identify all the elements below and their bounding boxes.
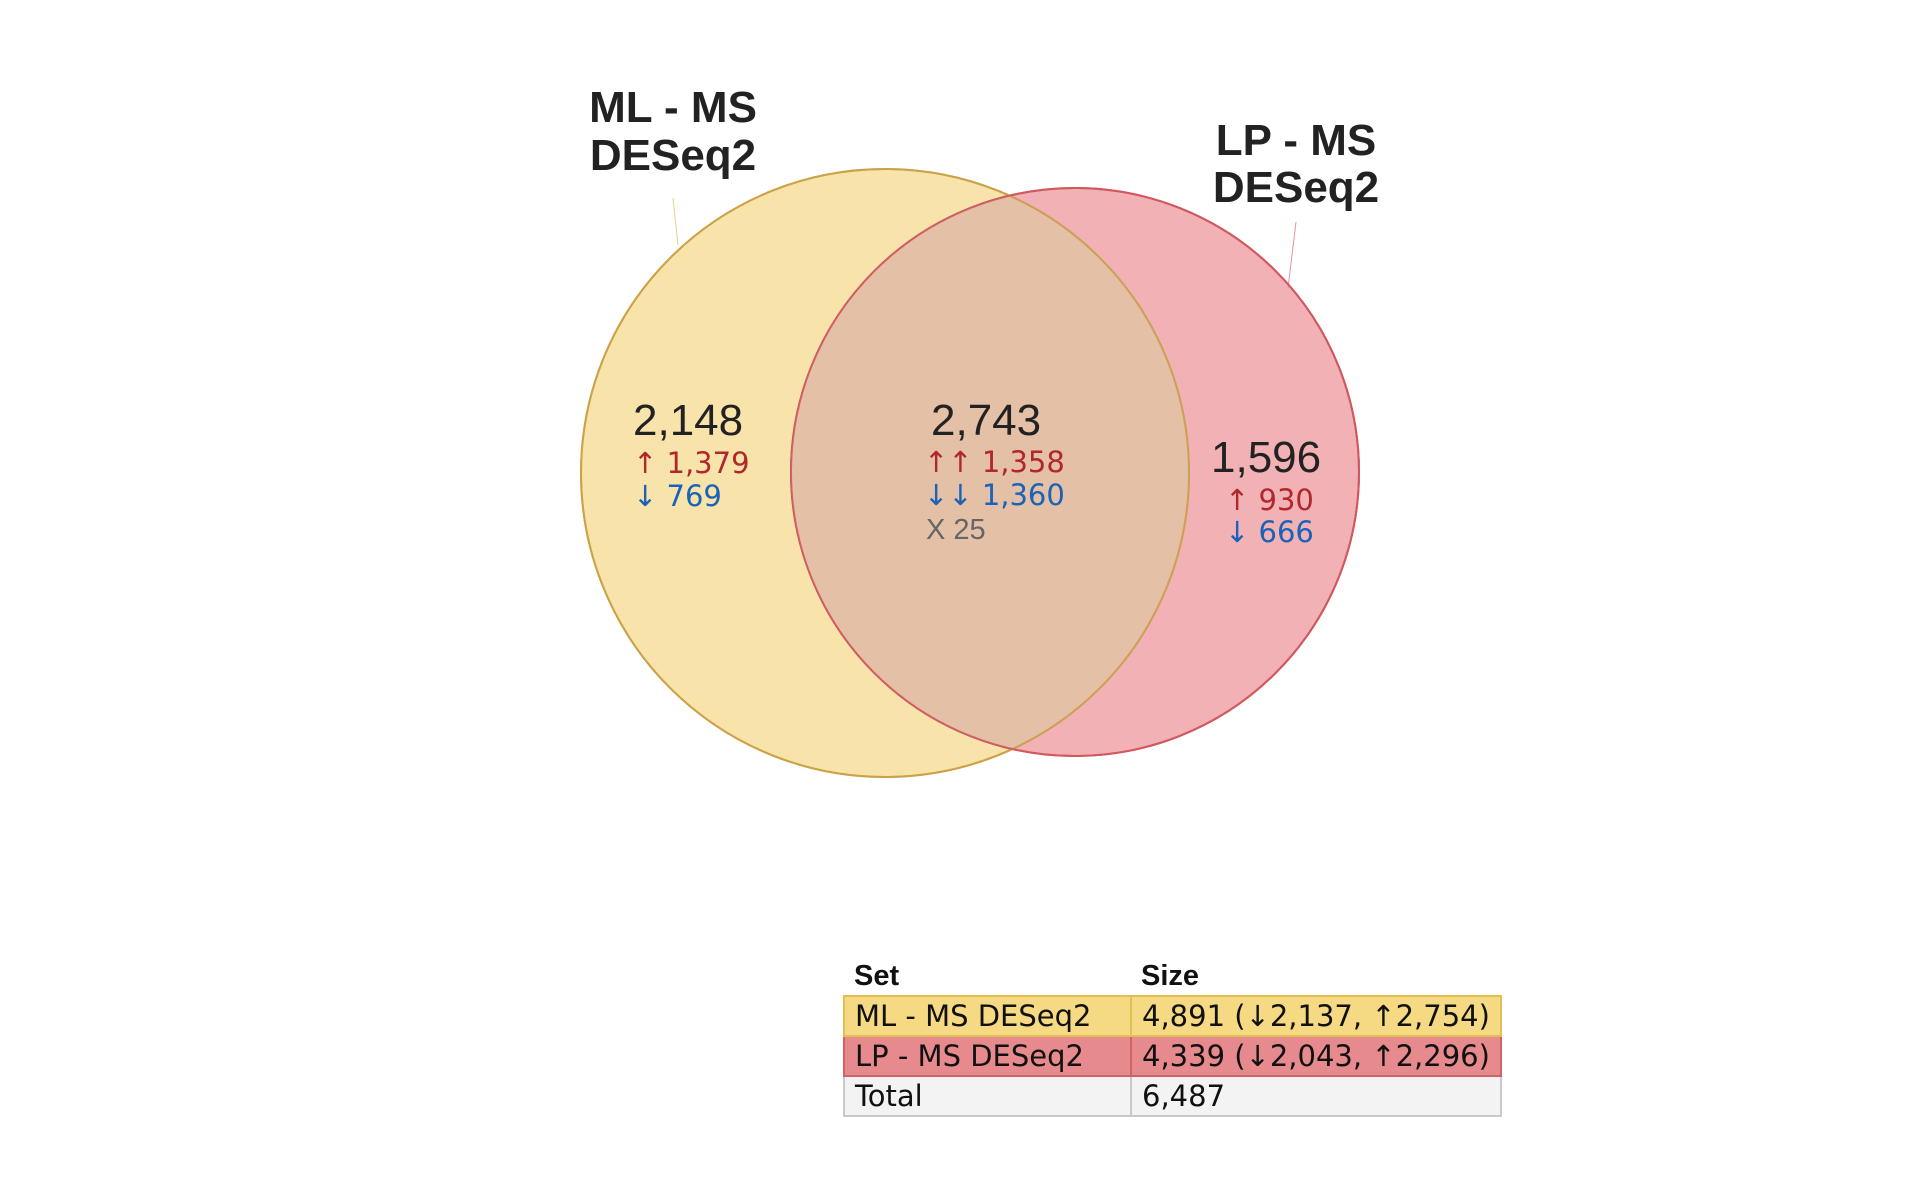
set-a-title-line1: ML - MS — [589, 83, 757, 132]
table-row: LP - MS DESeq2 4,339 (↓2,043, ↑2,296) — [843, 1035, 1502, 1077]
only-b-total: 1,596 — [1211, 433, 1321, 482]
set-b-title-line2: DESeq2 — [1213, 163, 1379, 212]
header-size: Size — [1141, 959, 1200, 992]
both-total: 2,743 — [931, 396, 1041, 445]
only-b-down: ↓ 666 — [1225, 515, 1314, 549]
set-a-outline — [580, 168, 1190, 778]
only-a-total: 2,148 — [633, 396, 743, 445]
set-b-outline — [790, 187, 1360, 757]
both-down: ↓↓ 1,360 — [924, 478, 1065, 512]
row-set-size: 4,891 (↓2,137, ↑2,754) — [1130, 995, 1502, 1037]
table-row-total: Total 6,487 — [843, 1075, 1502, 1117]
set-a-title-line2: DESeq2 — [590, 131, 756, 180]
row-set-name: ML - MS DESeq2 — [843, 995, 1132, 1037]
only-a-up: ↑ 1,379 — [633, 446, 750, 480]
row-set-name: LP - MS DESeq2 — [843, 1035, 1132, 1077]
row-total-size: 6,487 — [1130, 1075, 1502, 1117]
table-header-row: Set Size — [844, 956, 1501, 996]
set-b-leader-line — [1287, 221, 1297, 289]
table-row: ML - MS DESeq2 4,891 (↓2,137, ↑2,754) — [843, 995, 1502, 1037]
set-a-leader-line — [672, 197, 679, 246]
intersection-region[interactable] — [791, 188, 1359, 756]
set-size-table: Set Size ML - MS DESeq2 4,891 (↓2,137, ↑… — [843, 956, 1502, 1117]
only-a-down: ↓ 769 — [633, 479, 722, 513]
both-up: ↑↑ 1,358 — [924, 445, 1065, 479]
only-b-up: ↑ 930 — [1225, 483, 1314, 517]
header-set: Set — [854, 959, 900, 992]
set-b-title-line1: LP - MS — [1216, 116, 1377, 165]
row-total-label: Total — [843, 1075, 1132, 1117]
both-mixed: X 25 — [926, 514, 986, 546]
row-set-size: 4,339 (↓2,043, ↑2,296) — [1130, 1035, 1502, 1077]
